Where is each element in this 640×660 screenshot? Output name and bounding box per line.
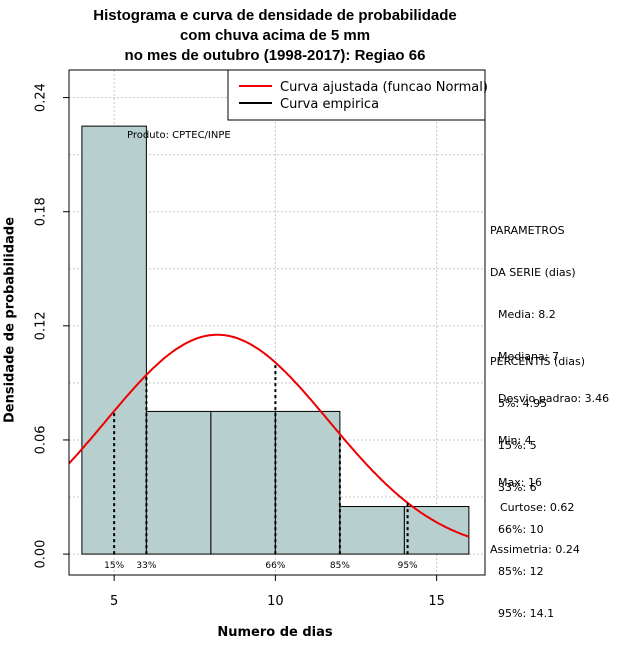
y-tick-label-4: 0.24 xyxy=(34,83,49,112)
x-tick-label-0: 5 xyxy=(110,594,118,609)
curtose-value: Curtose: 0.62 xyxy=(500,501,575,514)
parameters-panel: PARAMETROS DA SERIE (dias) Media: 8.2 Me… xyxy=(490,196,609,504)
y-tick-label-1: 0.06 xyxy=(34,425,49,454)
histogram-bar-1 xyxy=(145,410,212,555)
x-tick-label-1: 10 xyxy=(267,594,284,609)
x-tick-label-2: 15 xyxy=(428,594,445,609)
histogram-bar-5 xyxy=(403,506,470,555)
percentil-66: 66%: 10 xyxy=(498,523,544,536)
percentile-label-1: 33% xyxy=(136,561,156,571)
percentil-95: 95%: 14.1 xyxy=(498,607,555,620)
param-min: Min: 4 xyxy=(498,434,532,447)
shape-stats-panel: Curtose: 0.62 Assimetria: 0.24 xyxy=(490,473,580,571)
param-desvio: Desvio padrao: 3.46 xyxy=(498,392,610,405)
legend-label-1: Curva empirica xyxy=(280,97,379,112)
chart-title-line-2: com chuva acima de 5 mm xyxy=(179,27,371,44)
percentis-panel: PERCENTIS (dias) 5%: 4.95 15%: 5 33%: 6 … xyxy=(490,327,585,635)
y-tick-label-2: 0.12 xyxy=(34,311,49,340)
param-mediana: Mediana: 7 xyxy=(498,350,559,363)
percentil-15: 15%: 5 xyxy=(498,439,537,452)
params-title-1: PARAMETROS xyxy=(490,224,565,237)
histogram-bar-0 xyxy=(81,125,147,555)
percentis-title: PERCENTIS (dias) xyxy=(490,355,586,368)
y-axis-label: Densidade de probabilidade xyxy=(2,216,18,424)
x-axis-label: Numero de dias xyxy=(217,625,333,640)
percentil-85: 85%: 12 xyxy=(498,565,544,578)
histogram-bar-3 xyxy=(274,410,341,555)
histogram-bar-2 xyxy=(210,410,276,555)
legend: Curva ajustada (funcao Normal) Curva empi… xyxy=(227,69,488,121)
percentile-label-4: 95% xyxy=(398,561,418,571)
y-tick-label-3: 0.18 xyxy=(34,197,49,226)
chart-title-line-1: Histograma e curva de densidade de proba… xyxy=(93,7,457,24)
product-annotation: Produto: CPTEC/INPE xyxy=(127,130,231,141)
legend-box xyxy=(227,69,486,121)
legend-label-0: Curva ajustada (funcao Normal) xyxy=(280,80,488,95)
percentile-label-2: 66% xyxy=(265,561,285,571)
chart-title-line-3: no mes de outubro (1998-2017): Regiao 66 xyxy=(124,47,426,64)
histogram-bar-4 xyxy=(339,506,405,555)
params-title-2: DA SERIE (dias) xyxy=(490,266,576,279)
assimetria-value: Assimetria: 0.24 xyxy=(490,543,580,556)
param-media: Media: 8.2 xyxy=(498,308,556,321)
percentile-label-3: 85% xyxy=(330,561,350,571)
percentile-label-0: 15% xyxy=(104,561,124,571)
normal-fit-curve xyxy=(68,333,470,538)
percentil-5: 5%: 4.95 xyxy=(498,397,548,410)
param-max: Max: 16 xyxy=(498,476,542,489)
y-tick-label-0: 0.00 xyxy=(34,540,49,569)
percentil-33: 33%: 6 xyxy=(498,481,537,494)
